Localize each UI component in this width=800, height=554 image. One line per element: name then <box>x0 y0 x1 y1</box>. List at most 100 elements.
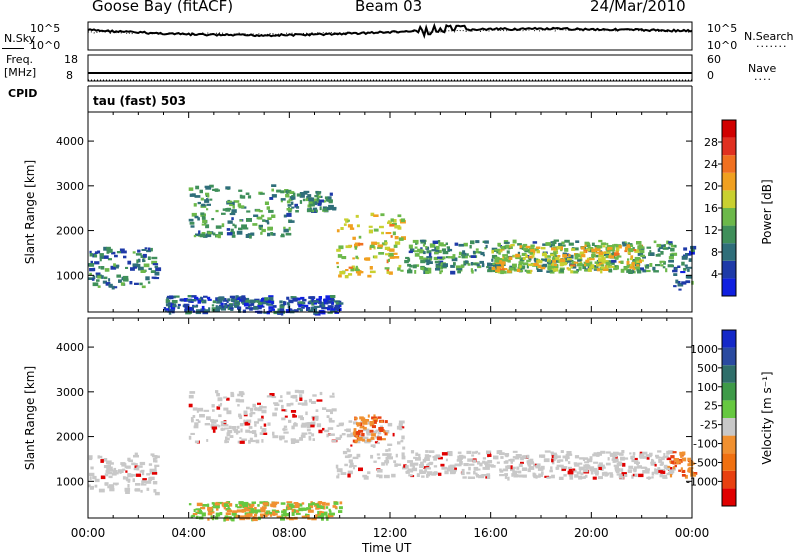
scatter-cell-0 <box>108 283 113 288</box>
scatter-cell-7 <box>298 304 304 308</box>
scatter-cell-5 <box>579 255 582 259</box>
scatter-cell-3 <box>394 241 401 245</box>
scatter-cell-3 <box>419 469 423 474</box>
scatter-cell-3 <box>584 457 589 460</box>
scatter-cell-1 <box>241 195 246 199</box>
scatter-cell-0 <box>139 470 143 473</box>
colorbar-swatch <box>722 470 736 489</box>
scatter-cell-1 <box>239 219 243 222</box>
scatter-cell-5 <box>536 250 540 254</box>
scatter-cell-6 <box>200 506 206 510</box>
scatter-cell-7 <box>208 307 211 311</box>
scatter-cell-3 <box>662 476 668 479</box>
scatter-cell-5 <box>679 451 685 456</box>
scatter-cell-2 <box>347 473 351 478</box>
scatter-cell-2 <box>348 454 351 458</box>
scatter-cell-1 <box>274 403 280 406</box>
scatter-cell-3 <box>477 461 480 465</box>
scatter-cell-6 <box>211 502 215 505</box>
scatter-cell-4 <box>355 431 361 435</box>
scatter-cell-0 <box>104 255 109 259</box>
scatter-cell-3 <box>660 461 664 465</box>
scatter-cell-0 <box>103 458 108 462</box>
scatter-cell-3 <box>580 472 584 476</box>
scatter-cell-7 <box>246 304 252 307</box>
scatter-cell-4 <box>628 270 633 274</box>
scatter-cell-5 <box>502 254 508 257</box>
freq-unit: [MHz] <box>4 66 37 79</box>
scatter-cell-4 <box>359 416 364 420</box>
scatter-cell-3 <box>624 474 628 477</box>
scatter-cell-5 <box>632 268 636 271</box>
scatter-cell-3 <box>633 470 637 473</box>
scatter-cell-7 <box>237 306 242 310</box>
scatter-cell-6 <box>192 513 198 516</box>
scatter-cell-6 <box>287 507 291 510</box>
scatter-cell-4 <box>373 414 376 417</box>
scatter-cell-6 <box>207 503 210 507</box>
scatter-cell-5 <box>525 254 528 257</box>
scatter-cell-1 <box>190 417 194 421</box>
x-tick-label: 20:00 <box>574 526 609 540</box>
scatter-cell-6 <box>306 515 310 518</box>
scatter-cell-5 <box>679 460 682 464</box>
scatter-cell-5 <box>608 255 614 259</box>
scatter-cell-3 <box>611 452 617 456</box>
scatter-cell-1 <box>236 230 243 235</box>
scatter-cell-6 <box>269 513 273 517</box>
scatter-cell-7 <box>249 308 253 311</box>
scatter-cell-3 <box>572 468 576 471</box>
scatter-cell-2 <box>387 422 393 427</box>
scatter-cell-2 <box>329 192 333 196</box>
scatter-cell-2 <box>312 198 318 202</box>
scatter-cell-3 <box>550 452 557 456</box>
scatter-cell-1 <box>273 402 279 405</box>
scatter-cell-6 <box>224 516 230 521</box>
scatter-cell-3 <box>630 456 635 459</box>
scatter-cell-1 <box>272 412 277 417</box>
scatter-cell-3 <box>567 470 574 475</box>
scatter-cell-3 <box>413 456 417 459</box>
scatter-cell-3 <box>405 470 410 474</box>
scatter-cell-3 <box>632 452 636 456</box>
scatter-cell-4 <box>584 241 590 245</box>
scatter-cell-1 <box>188 394 194 399</box>
scatter-cell-4 <box>650 252 655 256</box>
scatter-cell-5 <box>618 245 622 249</box>
scatter-cell-7 <box>183 298 188 302</box>
scatter-cell-6 <box>247 513 253 517</box>
scatter-cell-0 <box>123 255 127 259</box>
scatter-cell-7 <box>325 295 331 299</box>
scatter-cell-7 <box>202 310 209 315</box>
scatter-cell-2 <box>315 201 320 205</box>
scatter-cell-4 <box>374 417 379 422</box>
scatter-cell-3 <box>520 461 524 464</box>
scatter-cell-7 <box>255 300 259 303</box>
scatter-cell-1 <box>301 402 308 406</box>
scatter-cell-3 <box>593 467 598 472</box>
scatter-cell-7 <box>327 300 332 304</box>
scatter-cell-7 <box>240 297 246 301</box>
scatter-cell-3 <box>566 451 572 454</box>
scatter-cell-3 <box>668 467 673 471</box>
scatter-cell-7 <box>245 299 251 304</box>
scatter-cell-3 <box>428 450 435 453</box>
scatter-cell-4 <box>487 262 491 267</box>
scatter-cell-3 <box>601 466 606 469</box>
scatter-cell-1 <box>192 415 196 418</box>
scatter-cell-4 <box>357 437 363 441</box>
scatter-cell-3 <box>358 235 362 239</box>
scatter-cell-3 <box>418 455 421 459</box>
scatter-cell-5 <box>501 270 507 274</box>
scatter-cell-0 <box>97 455 100 459</box>
scatter-cell-3 <box>349 227 355 230</box>
scatter-cell-4 <box>380 438 386 441</box>
scatter-cell-6 <box>219 512 223 516</box>
scatter-cell-1 <box>239 437 242 440</box>
scatter-cell-4 <box>598 239 603 243</box>
scatter-cell-0 <box>100 266 105 270</box>
scatter-cell-0 <box>154 491 160 496</box>
scatter-cell-4 <box>629 243 633 246</box>
scatter-cell-4 <box>424 267 429 272</box>
date-title: 24/Mar/2010 <box>590 0 686 15</box>
